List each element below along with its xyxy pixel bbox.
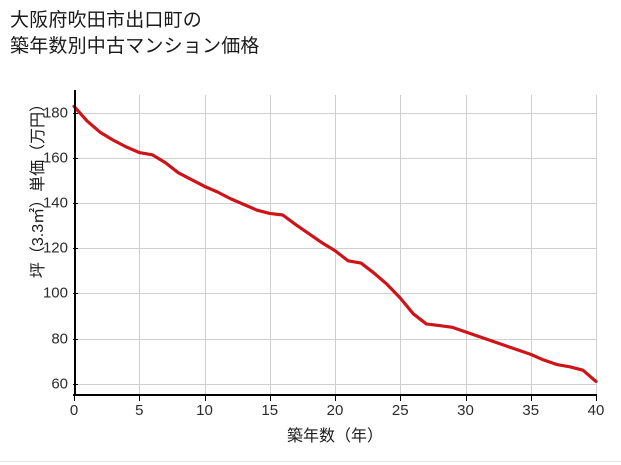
x-tick-mark (269, 396, 271, 401)
gridline-vertical (204, 95, 206, 395)
x-axis-line (73, 394, 597, 396)
y-axis-line (74, 90, 76, 396)
y-tick-label: 60 (51, 375, 68, 393)
x-tick-mark (139, 396, 141, 401)
x-tick-label: 30 (457, 402, 474, 419)
y-axis-label: 坪（3.3㎡）単価（万円） (30, 95, 47, 279)
y-tick-label: 120 (42, 239, 68, 257)
y-tick-mark (73, 338, 78, 340)
y-tick-mark (73, 113, 78, 115)
y-tick-label: 180 (42, 104, 68, 122)
page-title: 大阪府吹田市出口町の 築年数別中古マンション価格 (10, 10, 260, 58)
gridline-vertical (465, 95, 467, 395)
y-tick-label: 100 (42, 284, 68, 302)
x-tick-mark (465, 396, 467, 401)
x-tick-mark (74, 396, 75, 401)
x-tick-mark (596, 396, 597, 401)
x-tick-label: 25 (391, 402, 409, 419)
x-tick-mark (335, 396, 336, 401)
y-tick-label: 140 (42, 194, 68, 212)
price-line-series (72, 104, 598, 384)
x-tick-label: 15 (261, 402, 279, 419)
y-tick-mark (73, 158, 78, 160)
y-tick-mark (73, 383, 78, 385)
y-tick-mark (73, 293, 78, 295)
x-tick-label: 0 (69, 402, 79, 419)
y-axis-tick-labels: 60 80 100 120 140 160 180 (30, 95, 78, 395)
gridline-vertical (139, 95, 141, 395)
x-tick-label: 20 (326, 402, 344, 419)
x-tick-label: 35 (522, 402, 540, 419)
gridline-vertical (596, 95, 597, 395)
bottom-divider (0, 461, 621, 462)
x-tick-mark (400, 396, 402, 401)
series-line-chart (72, 104, 598, 384)
gridline-vertical (335, 95, 336, 395)
y-tick-mark (73, 248, 78, 250)
gridline-vertical (269, 95, 271, 395)
y-tick-label: 160 (42, 149, 68, 167)
plot-area (72, 95, 598, 395)
y-tick-mark (73, 203, 78, 205)
y-tick-label: 80 (51, 330, 68, 348)
x-tick-label: 5 (135, 402, 144, 419)
x-axis-label: 築年数（年） (286, 428, 383, 445)
x-tick-label: 10 (196, 402, 213, 419)
x-tick-mark (204, 396, 206, 401)
x-tick-label: 40 (587, 402, 605, 419)
gridline-vertical (530, 95, 532, 395)
x-axis-tick-labels: 0 5 10 15 20 25 30 35 40 (70, 396, 604, 420)
x-tick-mark (530, 396, 532, 401)
gridline-vertical (400, 95, 402, 395)
